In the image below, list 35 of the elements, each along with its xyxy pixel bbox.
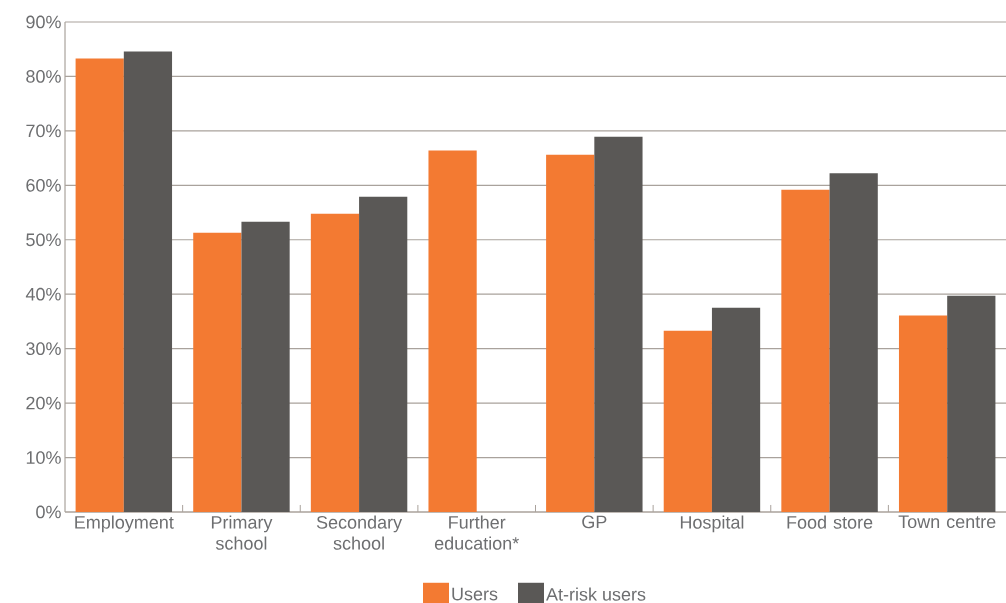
y-tick-label: 20% <box>26 396 61 410</box>
bar <box>947 295 996 512</box>
bar <box>123 51 173 512</box>
bar <box>241 221 290 512</box>
x-tick-label: Primary school <box>211 515 273 550</box>
x-tick-label: Town centre <box>898 515 996 529</box>
y-tick-label: 40% <box>25 287 61 301</box>
bar <box>359 196 408 512</box>
x-tick-label: GP <box>582 515 607 529</box>
bar <box>781 189 830 512</box>
legend-label: At-risk users <box>546 587 646 601</box>
x-tick-label: Further education* <box>434 515 519 550</box>
y-tick-label: 30% <box>26 342 61 356</box>
y-tick-label: 10% <box>26 451 61 464</box>
bar <box>75 58 124 512</box>
bar <box>898 315 948 512</box>
bar <box>546 154 595 512</box>
x-tick-label: Employment <box>75 515 174 533</box>
y-tick-label: 0% <box>36 505 61 519</box>
bar <box>193 232 242 512</box>
bar <box>310 213 360 512</box>
y-tick-label: 80% <box>26 70 61 83</box>
y-tick-label: 70% <box>26 124 61 138</box>
bar <box>663 330 712 512</box>
y-tick-label: 60% <box>26 178 61 192</box>
bar <box>829 173 878 512</box>
bar <box>428 150 477 512</box>
bar <box>711 307 761 512</box>
x-tick-label: Food store <box>787 515 873 529</box>
x-tick-label: Secondary school <box>316 515 403 550</box>
x-tick-label: Hospital <box>680 515 744 533</box>
y-tick-label: 90% <box>26 15 61 29</box>
y-tick-label: 50% <box>26 233 61 247</box>
bar <box>594 136 643 512</box>
legend-label: Users <box>452 587 498 601</box>
